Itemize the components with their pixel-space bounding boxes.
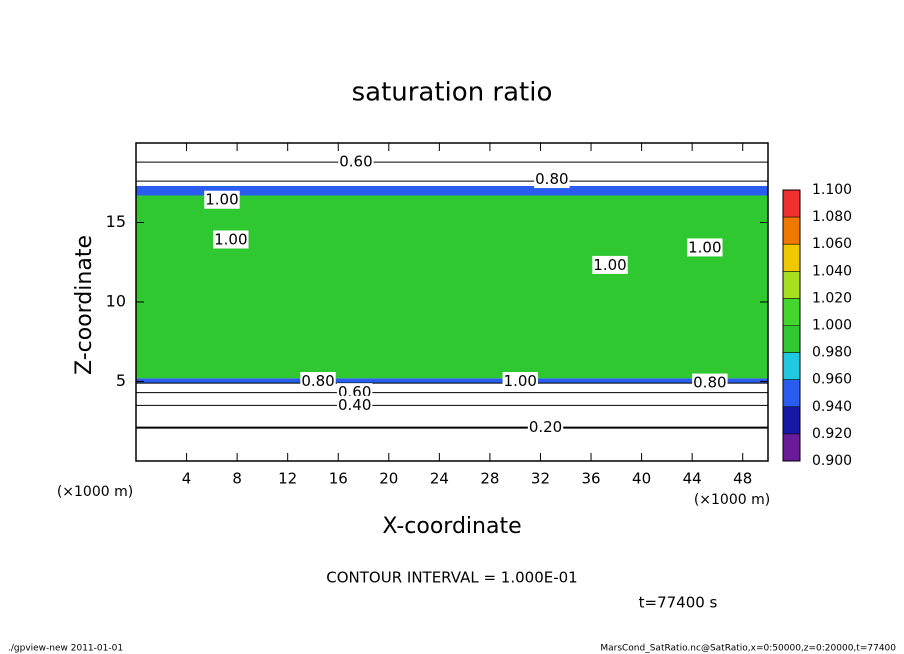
contour-label: 1.00 xyxy=(504,372,537,390)
colorbar-band xyxy=(783,298,800,326)
colorbar-band xyxy=(783,406,800,434)
colorbar-label: 1.000 xyxy=(812,318,852,334)
contour-label: 1.00 xyxy=(214,230,247,248)
colorbar-label: 0.920 xyxy=(812,426,852,442)
colorbar-label: 0.940 xyxy=(812,399,852,415)
colorbar-band xyxy=(783,325,800,353)
annotation: t=77400 s xyxy=(639,594,718,612)
field-layer xyxy=(136,185,768,196)
contour-label-bg xyxy=(592,255,628,274)
y-axis-label: Z-coordinate xyxy=(72,235,97,375)
field-layer xyxy=(136,378,768,384)
colorbar-band xyxy=(783,190,800,218)
colorbar-label: 1.060 xyxy=(812,236,852,252)
x-tick-label: 32 xyxy=(531,470,550,488)
contour-label: 1.00 xyxy=(593,256,626,274)
x-tick-label: 36 xyxy=(581,470,600,488)
contour-label-bg xyxy=(527,418,564,437)
colorbar-label: 0.900 xyxy=(812,453,852,469)
contour-label-bg xyxy=(502,372,538,390)
contour-label: 0.60 xyxy=(339,153,372,171)
contour-label-bg xyxy=(300,372,336,390)
footer: MarsCond_SatRatio.nc@SatRatio,x=0:50000,… xyxy=(600,644,896,654)
colorbar-band xyxy=(783,433,800,461)
contour-label-bg xyxy=(336,395,373,414)
colorbar-band xyxy=(783,271,800,299)
contour-label: 0.80 xyxy=(301,372,334,390)
field-layer xyxy=(136,195,768,379)
colorbar-label: 1.040 xyxy=(812,263,852,279)
contour-label-bg xyxy=(204,190,240,209)
colorbar-band xyxy=(783,352,800,380)
field-layer xyxy=(136,143,768,186)
contour-label-bg xyxy=(687,238,723,257)
x-tick-label: 28 xyxy=(480,470,499,488)
colorbar-band xyxy=(783,217,800,245)
x-tick-label: 8 xyxy=(232,470,242,488)
y-tick-label: 10 xyxy=(106,292,126,311)
colorbar-label: 1.100 xyxy=(812,182,852,198)
x-tick-label: 12 xyxy=(278,470,297,488)
contour-label: 0.80 xyxy=(693,374,726,392)
annotation: CONTOUR INTERVAL = 1.000E-01 xyxy=(326,569,577,587)
x-tick-label: 40 xyxy=(632,470,651,488)
contour-label: 0.40 xyxy=(338,396,371,414)
x-tick-label: 44 xyxy=(683,470,702,488)
contour-label-bg xyxy=(692,373,728,392)
colorbar-band xyxy=(783,379,800,407)
contour-label-bg xyxy=(534,170,570,189)
x-tick-label: 24 xyxy=(430,470,449,488)
contour-label: 1.00 xyxy=(205,191,238,209)
colorbar-label: 1.080 xyxy=(812,209,852,225)
contour-label: 1.00 xyxy=(688,238,721,256)
contour-label: 0.20 xyxy=(529,418,562,436)
y-tick-label: 15 xyxy=(106,212,126,231)
colorbar-label: 0.960 xyxy=(812,372,852,388)
colorbar-band xyxy=(783,244,800,272)
x-tick-label: 20 xyxy=(379,470,398,488)
contour-label-bg xyxy=(338,152,374,171)
colorbar-label: 0.980 xyxy=(812,345,852,361)
contour-label-bg xyxy=(213,230,249,249)
footer: ./gpview-new 2011-01-01 xyxy=(8,644,123,654)
contour-label: 0.80 xyxy=(535,170,568,188)
x-axis-label: X-coordinate xyxy=(382,514,521,539)
x-tick-label: 4 xyxy=(182,470,192,488)
chart-title: saturation ratio xyxy=(352,78,553,108)
y-tick-label: 5 xyxy=(116,371,126,390)
x-unit-label: (×1000 m) xyxy=(57,484,133,500)
colorbar-label: 1.020 xyxy=(812,290,852,306)
x-tick-label: 16 xyxy=(329,470,348,488)
x-tick-label: 48 xyxy=(733,470,752,488)
x-unit-label: (×1000 m) xyxy=(694,492,770,508)
field-layer xyxy=(136,383,768,461)
